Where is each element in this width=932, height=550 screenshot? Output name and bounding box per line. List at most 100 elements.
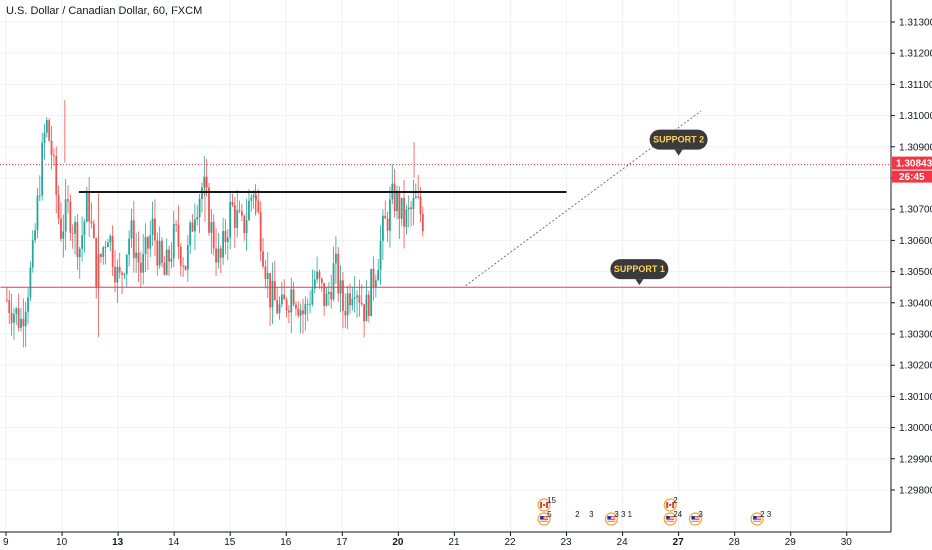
candle-body xyxy=(346,293,349,316)
event-marker[interactable]: 24 xyxy=(663,510,683,526)
candle-body xyxy=(175,223,177,225)
candle-body xyxy=(292,289,295,305)
maple-leaf-icon xyxy=(542,503,546,507)
event-marker[interactable]: 2 xyxy=(575,510,580,519)
x-tick-label: 22 xyxy=(504,537,516,548)
event-marker[interactable]: 2 3 xyxy=(750,510,772,526)
event-marker[interactable]: 2 xyxy=(663,496,678,512)
candle-body xyxy=(257,200,260,212)
candle-body xyxy=(142,253,145,273)
candle-body xyxy=(208,187,210,233)
candle-body xyxy=(236,210,239,228)
candle-body xyxy=(245,220,248,234)
candle-body xyxy=(55,156,58,196)
event-marker[interactable]: 3 xyxy=(589,510,594,519)
maple-leaf-icon xyxy=(668,503,672,507)
flag-band xyxy=(666,502,669,508)
flag-stripe xyxy=(691,517,700,519)
flag-stripe xyxy=(666,520,675,522)
x-tick-label: 14 xyxy=(168,537,180,548)
candle-body xyxy=(139,262,142,273)
candle-body xyxy=(156,240,159,266)
candle-body xyxy=(114,266,116,283)
candle-body xyxy=(62,231,65,239)
candle-body xyxy=(198,199,201,218)
candle-body xyxy=(356,295,358,298)
candle-body xyxy=(419,196,422,214)
candle-body xyxy=(53,155,55,157)
candle-body xyxy=(410,207,412,209)
x-tick-label: 27 xyxy=(673,537,685,548)
candle-body xyxy=(283,294,286,300)
candle-body xyxy=(325,293,328,306)
flag-stripe xyxy=(607,516,616,517)
candle-body xyxy=(403,197,405,227)
y-tick-label: 1.31100 xyxy=(899,80,932,91)
candle-body xyxy=(43,132,46,143)
candle-body xyxy=(320,278,323,283)
candle-body xyxy=(107,242,109,248)
candle-body xyxy=(149,235,152,249)
candle-body xyxy=(205,176,208,188)
candle-body xyxy=(360,302,363,305)
candle-body xyxy=(6,299,8,301)
x-tick-label: 29 xyxy=(785,537,797,548)
candle-body xyxy=(132,220,135,259)
candle-body xyxy=(278,304,281,314)
candle-body xyxy=(128,238,130,255)
candle-body xyxy=(20,318,22,328)
event-marker[interactable]: 3 3 1 xyxy=(604,510,633,526)
countdown-text: 26:45 xyxy=(899,172,925,183)
candle-body xyxy=(17,308,20,328)
event-marker[interactable]: 5 xyxy=(537,510,552,526)
candle-body xyxy=(64,199,67,232)
candle-body xyxy=(170,258,173,262)
candle-body xyxy=(233,205,236,228)
candle-body xyxy=(31,240,34,268)
support-label[interactable]: SUPPORT 2 xyxy=(649,129,708,156)
candle-body xyxy=(382,215,384,241)
candle-body xyxy=(398,193,401,219)
candle-body xyxy=(144,237,147,254)
candle-body xyxy=(384,215,387,219)
flag-stripe xyxy=(540,520,549,522)
x-tick-label: 24 xyxy=(617,537,629,548)
flag-stripe xyxy=(607,517,616,519)
candle-body xyxy=(386,218,389,231)
candle-body xyxy=(34,230,36,241)
event-marker[interactable]: 15 xyxy=(537,496,557,512)
candle-body xyxy=(92,223,95,239)
candle-body xyxy=(285,299,288,311)
candle-body xyxy=(238,210,241,212)
drawing-labels: SUPPORT 2 SUPPORT 1 xyxy=(610,129,708,286)
candle-body xyxy=(212,221,215,249)
candle-body xyxy=(13,314,15,323)
candle-body xyxy=(90,221,93,224)
y-tick-label: 1.30600 xyxy=(899,236,932,247)
candle-body xyxy=(304,304,307,315)
candle-body xyxy=(241,211,243,216)
candle-body xyxy=(372,268,375,288)
flag-stripe xyxy=(666,516,675,517)
flag-canton xyxy=(666,516,670,519)
event-count: 24 xyxy=(673,510,682,519)
support-label[interactable]: SUPPORT 1 xyxy=(610,259,669,286)
candle-body xyxy=(189,222,192,246)
event-count: 3 xyxy=(698,510,703,519)
y-tick-label: 1.30400 xyxy=(899,298,932,309)
flag-canton xyxy=(540,516,544,519)
candle-body xyxy=(224,231,227,243)
candle-body xyxy=(311,288,314,305)
candle-body xyxy=(231,201,234,206)
candle-body xyxy=(151,218,154,236)
candles xyxy=(6,100,424,348)
y-tick-label: 1.29800 xyxy=(899,486,932,497)
candle-body xyxy=(27,297,29,312)
candle-body xyxy=(67,199,69,202)
candle-body xyxy=(243,215,246,234)
flag-stripe xyxy=(753,519,762,520)
candle-body xyxy=(76,222,79,258)
label-pointer xyxy=(635,279,644,286)
event-marker[interactable]: 3 xyxy=(688,510,703,526)
